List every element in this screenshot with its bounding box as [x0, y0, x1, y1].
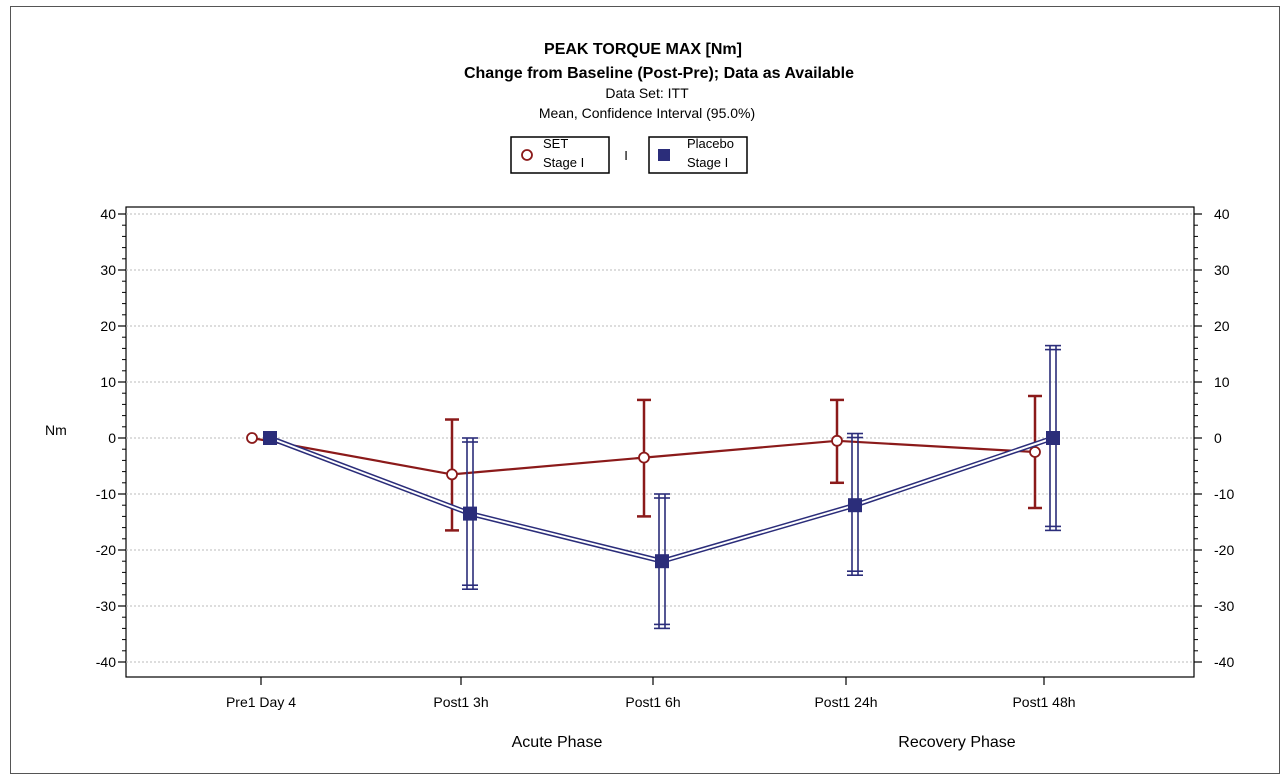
y-tick-label-right: 40 [1214, 206, 1230, 222]
legend-label-set-line2: Stage I [543, 155, 584, 170]
legend-label-placebo-line1: Placebo [687, 136, 734, 151]
y-tick-label-left: 30 [100, 262, 116, 278]
plot-area [125, 206, 1195, 678]
point-placebo [263, 431, 277, 445]
chart-svg: PEAK TORQUE MAX [Nm] Change from Baselin… [45, 41, 1235, 751]
chart-subtitle-stat: Mean, Confidence Interval (95.0%) [539, 105, 755, 121]
x-tick-label: Post1 6h [625, 694, 680, 710]
y-tick-label-right: -40 [1214, 654, 1234, 670]
y-tick-label-left: 40 [100, 206, 116, 222]
phase-label-acute: Acute Phase [512, 734, 603, 751]
point-placebo [463, 506, 477, 521]
y-axis-label: Nm [45, 422, 67, 438]
y-tick-label-right: -10 [1214, 486, 1234, 502]
point-placebo [848, 498, 862, 513]
grid-layer [126, 213, 1194, 663]
legend-separator: I [624, 148, 628, 163]
y-tick-label-right: -30 [1214, 598, 1234, 614]
phase-label-recovery: Recovery Phase [898, 734, 1015, 751]
point-set [446, 468, 458, 481]
legend-box-set [510, 136, 610, 174]
chart-title: PEAK TORQUE MAX [Nm] [544, 41, 742, 58]
legend-box-placebo [648, 136, 748, 174]
x-tick-label: Post1 24h [814, 694, 877, 710]
y-tick-label-left: 20 [100, 318, 116, 334]
x-tick-label: Post1 3h [433, 694, 488, 710]
y-tick-label-left: 10 [100, 374, 116, 390]
legend-label-placebo-line2: Stage I [687, 155, 728, 170]
y-tick-label-left: 0 [108, 430, 116, 446]
point-set [1029, 446, 1041, 458]
chart-subtitle-dataset: Data Set: ITT [605, 85, 689, 101]
x-tick-label: Pre1 Day 4 [226, 694, 296, 710]
point-set [246, 432, 258, 444]
series-layer [246, 344, 1061, 630]
y-tick-label-left: -30 [96, 598, 116, 614]
legend-marker-placebo [658, 149, 670, 161]
y-tick-label-right: 0 [1214, 430, 1222, 446]
chart-subtitle: Change from Baseline (Post-Pre); Data as… [464, 65, 854, 82]
chart-frame: PEAK TORQUE MAX [Nm] Change from Baselin… [10, 6, 1280, 774]
y-tick-label-left: -10 [96, 486, 116, 502]
x-tick-label: Post1 48h [1012, 694, 1075, 710]
legend-marker-set [521, 149, 533, 161]
y-tick-label-left: -20 [96, 542, 116, 558]
y-tick-label-right: -20 [1214, 542, 1234, 558]
legend: SET Stage I I Placebo Stage I [510, 136, 748, 174]
y-tick-label-right: 10 [1214, 374, 1230, 390]
y-tick-label-right: 30 [1214, 262, 1230, 278]
point-set [638, 451, 650, 464]
point-placebo [1046, 431, 1060, 445]
y-tick-label-right: 20 [1214, 318, 1230, 334]
point-set [831, 434, 843, 447]
axis-layer: 40 40 30 30 20 20 10 10 0 0 -10 -10 -20 -20 -30 -30 -40 -… [96, 206, 1235, 710]
y-tick-label-left: -40 [96, 654, 116, 670]
legend-label-set-line1: SET [543, 136, 568, 151]
point-placebo [655, 554, 669, 569]
